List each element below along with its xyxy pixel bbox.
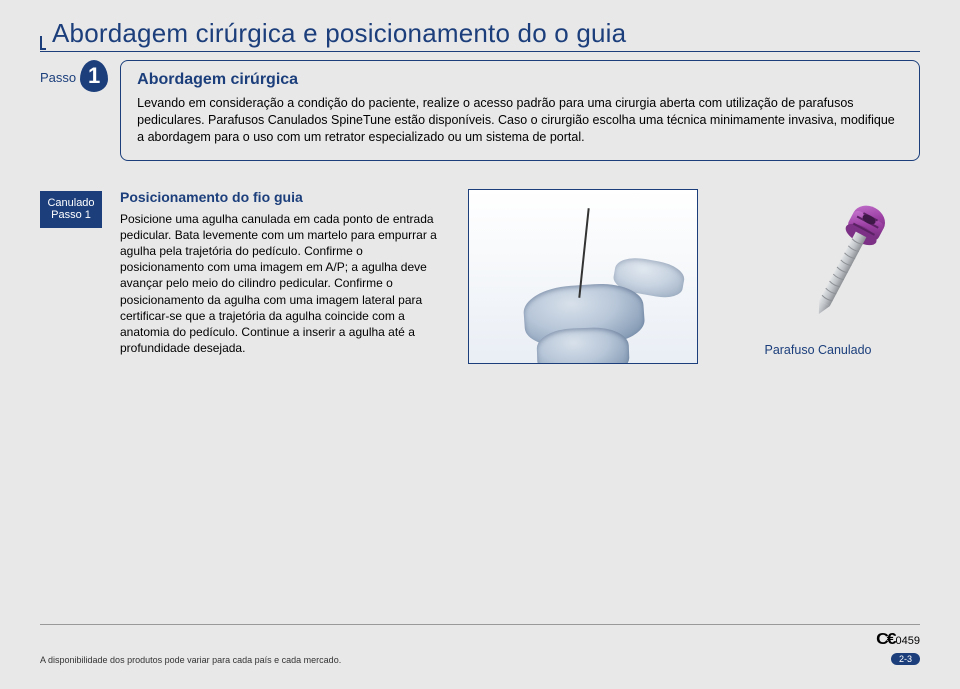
content-row: Canulado Passo 1 Posicionamento do fio g… [40, 189, 920, 364]
step-1-text: Levando em consideração a condição do pa… [137, 95, 903, 146]
footer-right: C€ 0459 2-3 [877, 631, 920, 665]
vertebra-illustration [468, 189, 698, 364]
side-tag-line1: Canulado [46, 197, 96, 210]
footer-disclaimer: A disponibilidade dos produtos pode vari… [40, 655, 341, 665]
step-1-subtitle: Abordagem cirúrgica [137, 71, 903, 89]
side-tag-line2: Passo 1 [46, 209, 96, 222]
canulated-screw-illustration [733, 189, 903, 339]
section-2-body: Posicione uma agulha canulada em cada po… [120, 211, 450, 357]
screw-label: Parafuso Canulado [764, 343, 871, 357]
ce-number: 0459 [896, 635, 920, 647]
step-1-row: Passo 1 Abordagem cirúrgica Levando em c… [40, 60, 920, 161]
page-footer: A disponibilidade dos produtos pode vari… [40, 624, 920, 665]
ce-mark-row: C€ 0459 [877, 631, 920, 649]
side-tag: Canulado Passo 1 [40, 191, 102, 228]
section-2-text-col: Posicionamento do fio guia Posicione uma… [120, 189, 450, 357]
page-number-pill: 2-3 [891, 653, 920, 665]
step-1-box: Abordagem cirúrgica Levando em considera… [120, 60, 920, 161]
step-number-badge: 1 [80, 60, 108, 92]
step-label: Passo [40, 70, 76, 85]
ce-mark-icon: C€ [876, 631, 894, 649]
title-bar: Abordagem cirúrgica e posicionamento do … [40, 18, 920, 52]
page-title: Abordagem cirúrgica e posicionamento do … [52, 18, 626, 49]
screw-column: Parafuso Canulado [716, 189, 920, 357]
title-tick-ornament [40, 36, 46, 50]
section-2-title: Posicionamento do fio guia [120, 189, 450, 205]
